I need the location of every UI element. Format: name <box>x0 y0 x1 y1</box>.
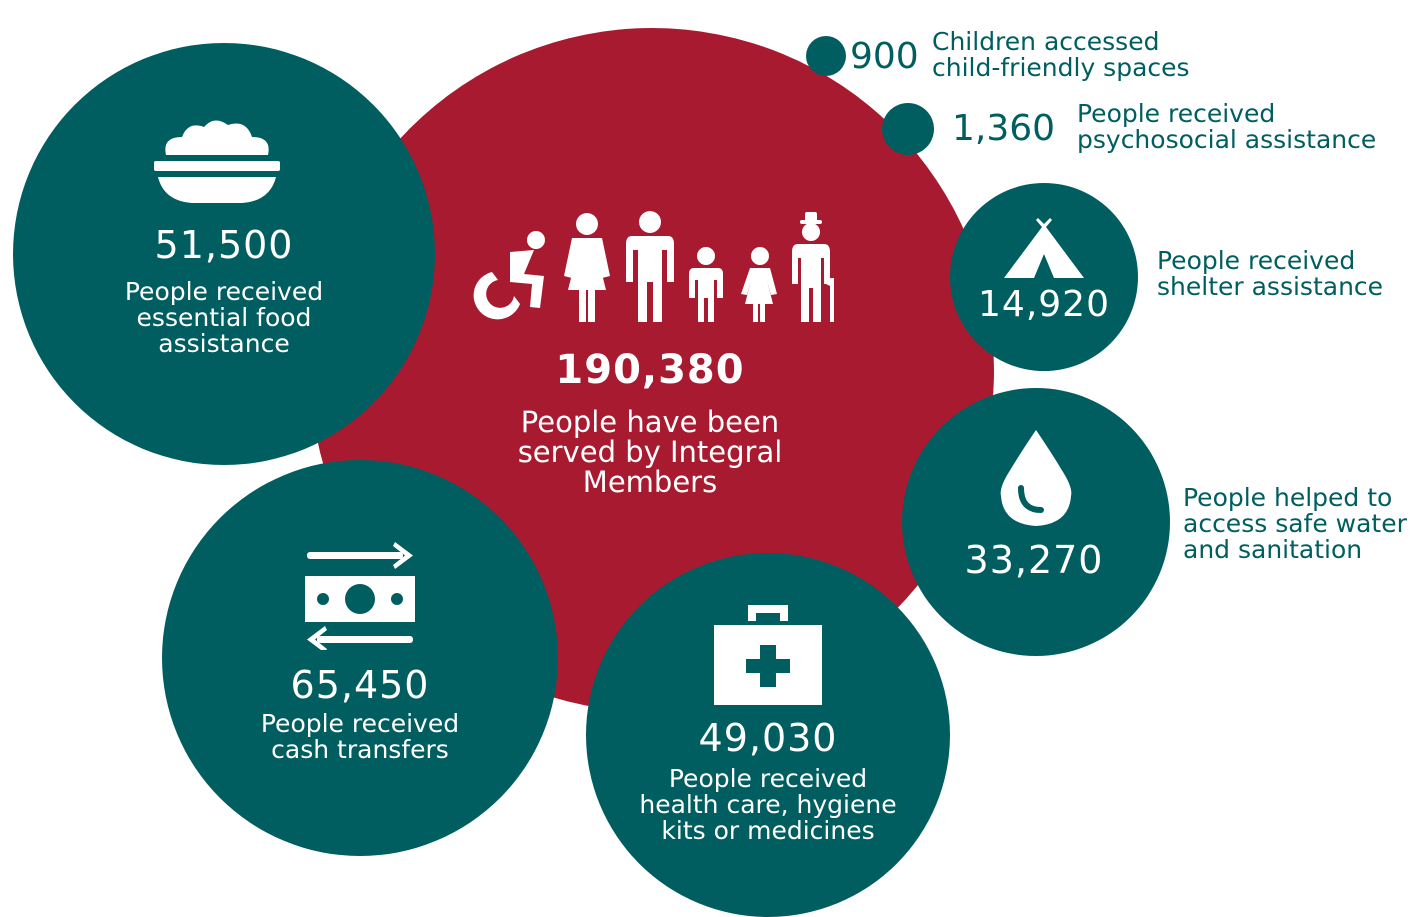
psychosocial-value: 1,360 <box>952 108 1056 149</box>
shelter-value: 14,920 <box>978 284 1110 325</box>
psychosocial-dot <box>882 103 934 155</box>
health-value: 49,030 <box>698 716 838 760</box>
water-label: People helped to access safe water and s… <box>1183 485 1407 563</box>
shelter-label-line-2: shelter assistance <box>1157 272 1384 301</box>
shelter-label: People received shelter assistance <box>1157 248 1383 300</box>
health-label: People received health care, hygiene kit… <box>608 766 928 844</box>
central-label-line-2: served by Integral <box>517 435 783 469</box>
food-bowl-icon <box>154 120 280 203</box>
health-circle <box>586 553 950 917</box>
children-value: 900 <box>850 36 919 77</box>
food-label-line-1: People received <box>124 277 324 306</box>
food-label-line-2: essential food <box>136 303 312 332</box>
water-label-line-3: and sanitation <box>1183 535 1363 564</box>
water-value: 33,270 <box>964 538 1104 582</box>
water-drop-icon <box>1000 430 1072 526</box>
food-circle <box>13 43 435 465</box>
central-label-line-1: People have been <box>520 405 780 439</box>
food-label: People received essential food assistanc… <box>74 279 374 357</box>
psychosocial-label-line-2: psychosocial assistance <box>1077 125 1377 154</box>
cash-value: 65,450 <box>290 663 430 707</box>
children-label-line-2: child-friendly spaces <box>932 53 1190 82</box>
cash-label-line-1: People received <box>260 709 460 738</box>
food-label-line-3: assistance <box>158 329 290 358</box>
wheelchair-icon <box>473 231 545 320</box>
tent-icon <box>1004 218 1084 278</box>
children-dot <box>806 36 846 76</box>
children-label: Children accessed child-friendly spaces <box>932 29 1190 81</box>
first-aid-kit-icon <box>714 605 822 705</box>
children-label-line-1: Children accessed <box>932 27 1160 56</box>
central-label: People have been served by Integral Memb… <box>450 407 850 497</box>
people-group-icon <box>473 211 834 322</box>
water-label-line-1: People helped to <box>1183 483 1393 512</box>
cash-label-line-2: cash transfers <box>271 735 449 764</box>
psychosocial-label-line-1: People received <box>1077 99 1276 128</box>
shelter-circle <box>950 183 1138 371</box>
water-label-line-2: access safe water <box>1183 509 1407 538</box>
cash-transfer-icon <box>305 542 415 650</box>
food-value: 51,500 <box>154 223 294 267</box>
cash-circle <box>162 460 558 856</box>
health-label-line-1: People received <box>668 764 868 793</box>
central-label-line-3: Members <box>582 465 718 499</box>
shelter-label-line-1: People received <box>1157 246 1356 275</box>
psychosocial-label: People received psychosocial assistance <box>1077 101 1376 153</box>
cash-label: People received cash transfers <box>210 711 510 763</box>
health-label-line-2: health care, hygiene <box>639 790 897 819</box>
health-label-line-3: kits or medicines <box>661 816 875 845</box>
central-value: 190,380 <box>555 347 745 393</box>
